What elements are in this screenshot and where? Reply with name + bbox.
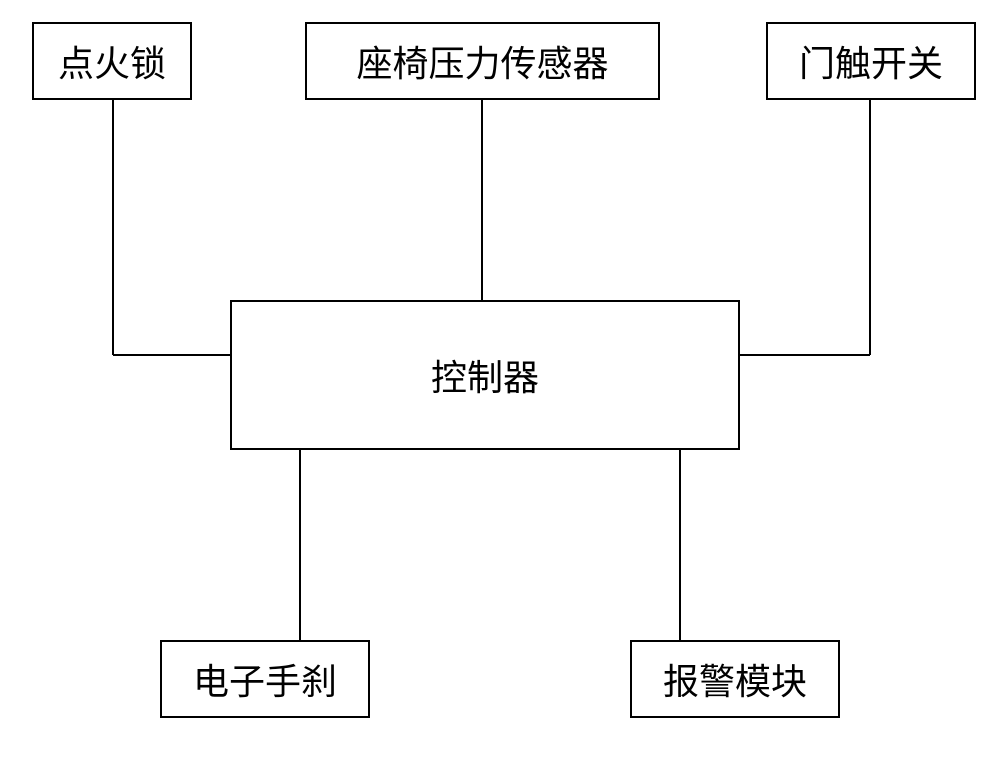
node-label: 座椅压力传感器: [356, 35, 608, 87]
node-alarm-module: 报警模块: [630, 640, 840, 718]
node-label: 控制器: [431, 349, 539, 401]
node-controller: 控制器: [230, 300, 740, 450]
node-label: 电子手刹: [193, 653, 337, 705]
node-label: 门触开关: [799, 35, 943, 87]
diagram-stage: 点火锁 座椅压力传感器 门触开关 控制器 电子手刹 报警模块: [0, 0, 1000, 758]
node-label: 点火锁: [58, 35, 166, 87]
node-electronic-handbrake: 电子手刹: [160, 640, 370, 718]
node-door-switch: 门触开关: [766, 22, 976, 100]
node-seat-sensor: 座椅压力传感器: [305, 22, 660, 100]
node-label: 报警模块: [663, 653, 807, 705]
node-ignition-lock: 点火锁: [32, 22, 192, 100]
